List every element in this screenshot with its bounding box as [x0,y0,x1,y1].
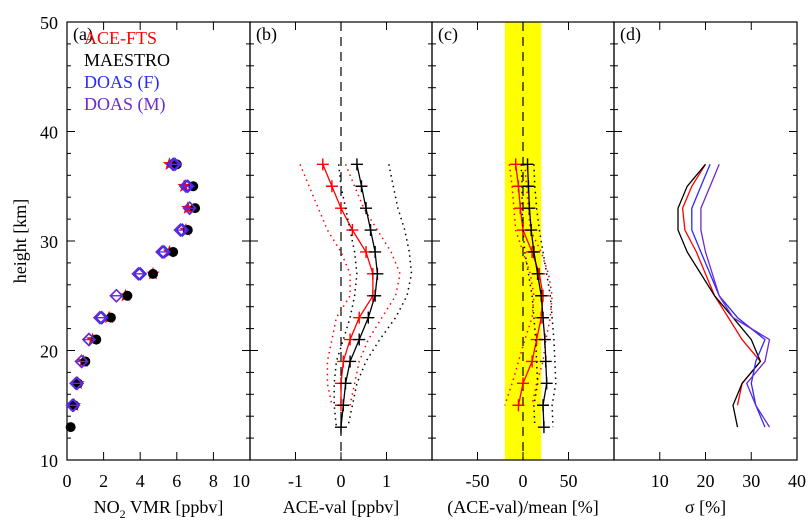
data-point [537,421,550,434]
data-point [522,180,535,193]
data-point [325,180,338,193]
data-point [346,224,359,237]
data-point [337,399,350,412]
data-point [168,246,179,257]
panel-frame [613,21,798,461]
x-axis-label: σ [%] [685,497,726,517]
y-tick-label: 40 [40,123,58,143]
data-point [181,201,195,214]
x-axis-label: ACE-val [ppbv] [283,497,399,517]
error-bound [520,164,539,428]
data-point [148,268,159,279]
x-tick-label: 10 [232,471,250,491]
x-tick-label: 20 [697,471,715,491]
x-label-symbol: σ [685,497,695,517]
x-tick-label: 0 [63,471,72,491]
data-point [364,224,377,237]
series-line [677,163,762,428]
data-point [537,399,550,412]
panel-label: (c) [438,24,458,45]
data-point [350,158,363,171]
panel-label: (b) [256,24,277,45]
legend-entry: DOAS (F) [84,72,160,93]
data-point [369,289,382,302]
data-point [360,202,373,215]
x-tick-label: 8 [209,471,218,491]
x-tick-label: 0 [337,471,346,491]
data-point [65,422,76,433]
data-point [537,311,550,324]
data-point [517,377,529,390]
data-point [521,158,534,171]
panel-label: (a) [73,24,93,45]
data-point [353,333,366,346]
data-point [369,245,382,258]
data-point [91,334,102,345]
data-point [335,421,347,434]
x-axis-label: NO2 VMR [ppbv] [94,497,224,521]
data-point [344,355,357,368]
y-tick-label: 10 [40,451,58,471]
data-point [535,289,548,302]
data-point [362,311,375,324]
x-tick-label: 0 [519,471,528,491]
x-label-part: VMR [ppbv] [126,497,224,517]
data-point [523,202,536,215]
data-point [512,180,525,193]
data-point [339,377,352,390]
data-point [509,158,522,171]
data-point [531,267,544,280]
data-point [538,333,551,346]
legend-entry: DOAS (M) [84,94,166,115]
x-label-part: [%] [695,497,726,517]
series-line [322,164,374,406]
x-tick-label: 50 [560,471,578,491]
x-tick-label: 30 [742,471,760,491]
data-point [371,267,384,280]
panel-label: (d) [620,24,641,45]
error-bound [347,164,413,428]
data-point [512,399,525,412]
data-point [316,158,329,171]
x-label-subscript: 2 [120,507,126,521]
legend-entry: ACE-FTS [84,28,157,48]
data-point [122,290,133,301]
error-bound [533,164,557,428]
error-bound [333,164,358,428]
y-tick-label: 50 [40,13,58,33]
x-tick-label: -1 [288,471,303,491]
x-tick-label: 10 [651,471,669,491]
data-point [177,179,191,192]
x-tick-label: 2 [99,471,108,491]
y-axis-label: height [km] [10,199,30,283]
x-tick-label: 1 [382,471,391,491]
series-line [700,164,771,428]
x-tick-label: 6 [172,471,181,491]
x-tick-label: 4 [136,471,145,491]
series-line [681,163,762,406]
data-point [540,377,553,390]
y-tick-label: 30 [40,232,58,252]
y-tick-label: 20 [40,342,58,362]
x-axis-label: (ACE-val)/mean [%] [447,497,598,518]
data-point [539,355,552,368]
legend-entry: MAESTRO [84,50,170,70]
x-label-part: NO [94,497,120,517]
x-tick-label: 40 [788,471,806,491]
data-point [355,180,368,193]
data-point [527,245,540,258]
x-tick-label: -50 [466,471,490,491]
data-point [105,312,116,323]
data-point [525,224,538,237]
